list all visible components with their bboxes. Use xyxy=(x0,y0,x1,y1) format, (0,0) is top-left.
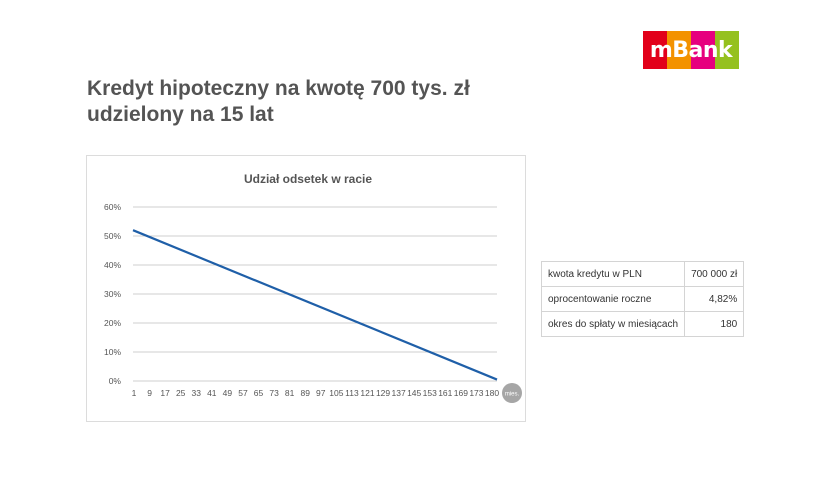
x-tick-label: 33 xyxy=(192,388,202,398)
x-tick-label: 89 xyxy=(300,388,310,398)
row-value: 4,82% xyxy=(684,286,745,312)
logo-stripe xyxy=(655,31,667,69)
x-tick-label: 49 xyxy=(223,388,233,398)
series-line xyxy=(132,229,498,381)
x-tick-label: 173 xyxy=(469,388,483,398)
row-value: 180 xyxy=(684,311,745,337)
x-tick-label: 161 xyxy=(438,388,452,398)
logo-stripe xyxy=(691,31,703,69)
x-tick-label: 65 xyxy=(254,388,264,398)
title-line-2: udzielony na 15 lat xyxy=(87,103,274,126)
x-tick-label: 129 xyxy=(376,388,390,398)
row-label: okres do spłaty w miesiącach xyxy=(540,311,686,337)
x-tick-label: 17 xyxy=(160,388,170,398)
x-tick-label: 97 xyxy=(316,388,326,398)
logo-stripe xyxy=(679,31,691,69)
x-tick-label: 153 xyxy=(423,388,437,398)
logo-stripe xyxy=(643,31,655,69)
row-label: oprocentowanie roczne xyxy=(540,286,686,312)
title-line-1: Kredyt hipoteczny na kwotę 700 tys. zł xyxy=(87,77,470,100)
logo-text: mBank xyxy=(649,37,733,63)
y-tick-label: 20% xyxy=(104,318,121,328)
row-value: 700 000 zł xyxy=(684,261,745,287)
x-tick-label: 105 xyxy=(329,388,343,398)
chart-title: Udział odsetek w racie xyxy=(244,172,372,186)
x-tick-label: 180 xyxy=(485,388,499,398)
x-tick-label: 73 xyxy=(269,388,279,398)
table-row: okres do spłaty w miesiącach 180 xyxy=(540,311,745,337)
x-tick-label: 41 xyxy=(207,388,217,398)
chart-container: Udział odsetek w racie 0% 10% 20% 30% 40% 50%… xyxy=(86,155,526,422)
table-row: kwota kredytu w PLN 700 000 zł xyxy=(540,261,745,287)
y-tick-label: 10% xyxy=(104,347,121,357)
interest-share-chart: Udział odsetek w racie 0% 10% 20% 30% 40% 50%… xyxy=(104,172,522,403)
x-tick-label: 137 xyxy=(392,388,406,398)
x-tick-label: 81 xyxy=(285,388,295,398)
y-tick-label: 50% xyxy=(104,231,121,241)
x-tick-label: 121 xyxy=(360,388,374,398)
table-row: oprocentowanie roczne 4,82% xyxy=(540,286,745,312)
logo-stripe xyxy=(667,31,679,69)
x-axis-label: mies. xyxy=(505,392,520,398)
mbank-logo: mBank xyxy=(643,31,739,69)
x-tick-label: 113 xyxy=(345,388,359,398)
x-unit-badge xyxy=(502,383,522,403)
x-tick-label: 9 xyxy=(147,388,152,398)
logo-stripe xyxy=(727,31,739,69)
x-tick-label: 145 xyxy=(407,388,421,398)
y-tick-label: 60% xyxy=(104,202,121,212)
x-tick-label: 1 xyxy=(132,388,137,398)
y-tick-label: 40% xyxy=(104,260,121,270)
y-tick-label: 30% xyxy=(104,289,121,299)
x-tick-label: 169 xyxy=(454,388,468,398)
x-tick-label: 25 xyxy=(176,388,186,398)
x-tick-label: 57 xyxy=(238,388,248,398)
row-label: kwota kredytu w PLN xyxy=(540,261,686,287)
logo-stripe xyxy=(703,31,715,69)
y-tick-label: 0% xyxy=(109,376,122,386)
page-title: Kredyt hipoteczny na kwotę 700 tys. zł u… xyxy=(87,76,507,128)
logo-stripe xyxy=(715,31,727,69)
loan-parameters-table: kwota kredytu w PLN 700 000 zł oprocento… xyxy=(540,261,745,337)
